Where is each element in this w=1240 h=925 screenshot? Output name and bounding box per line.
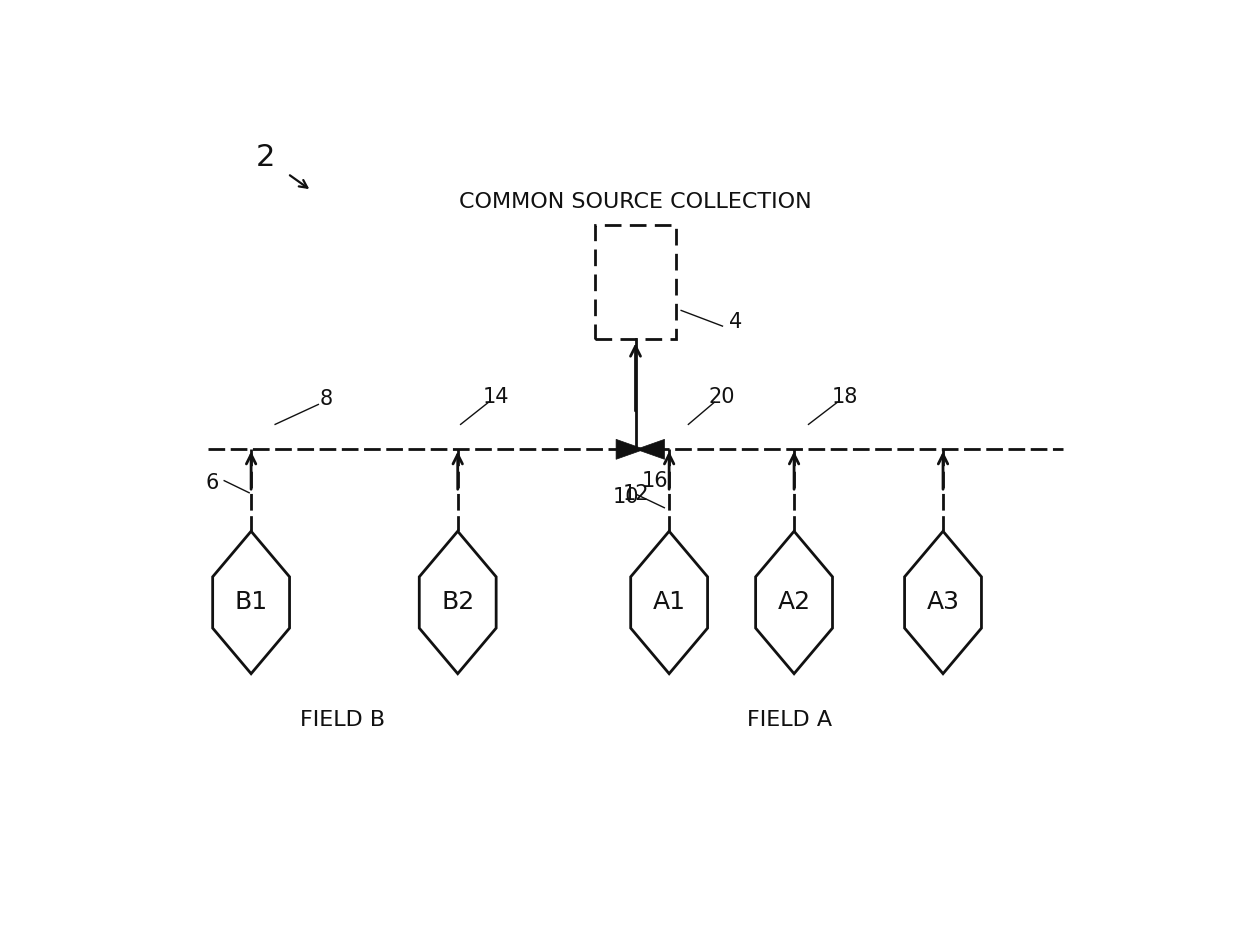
Text: 16: 16 xyxy=(641,472,668,491)
Text: 14: 14 xyxy=(482,388,510,407)
Text: 8: 8 xyxy=(320,389,332,410)
Text: COMMON SOURCE COLLECTION: COMMON SOURCE COLLECTION xyxy=(459,192,812,212)
Text: FIELD B: FIELD B xyxy=(300,710,384,730)
Text: B2: B2 xyxy=(441,590,475,614)
Text: 12: 12 xyxy=(622,484,649,504)
Text: 20: 20 xyxy=(709,388,735,407)
Text: 6: 6 xyxy=(206,473,219,493)
Polygon shape xyxy=(616,439,645,460)
Text: A1: A1 xyxy=(652,590,686,614)
Text: 2: 2 xyxy=(255,142,275,172)
Text: 10: 10 xyxy=(613,487,639,507)
Text: 18: 18 xyxy=(832,388,858,407)
Polygon shape xyxy=(636,439,665,460)
FancyBboxPatch shape xyxy=(595,225,676,339)
Text: 4: 4 xyxy=(729,312,743,332)
Text: B1: B1 xyxy=(234,590,268,614)
Text: A2: A2 xyxy=(777,590,811,614)
Text: A3: A3 xyxy=(926,590,960,614)
Text: FIELD A: FIELD A xyxy=(746,710,832,730)
